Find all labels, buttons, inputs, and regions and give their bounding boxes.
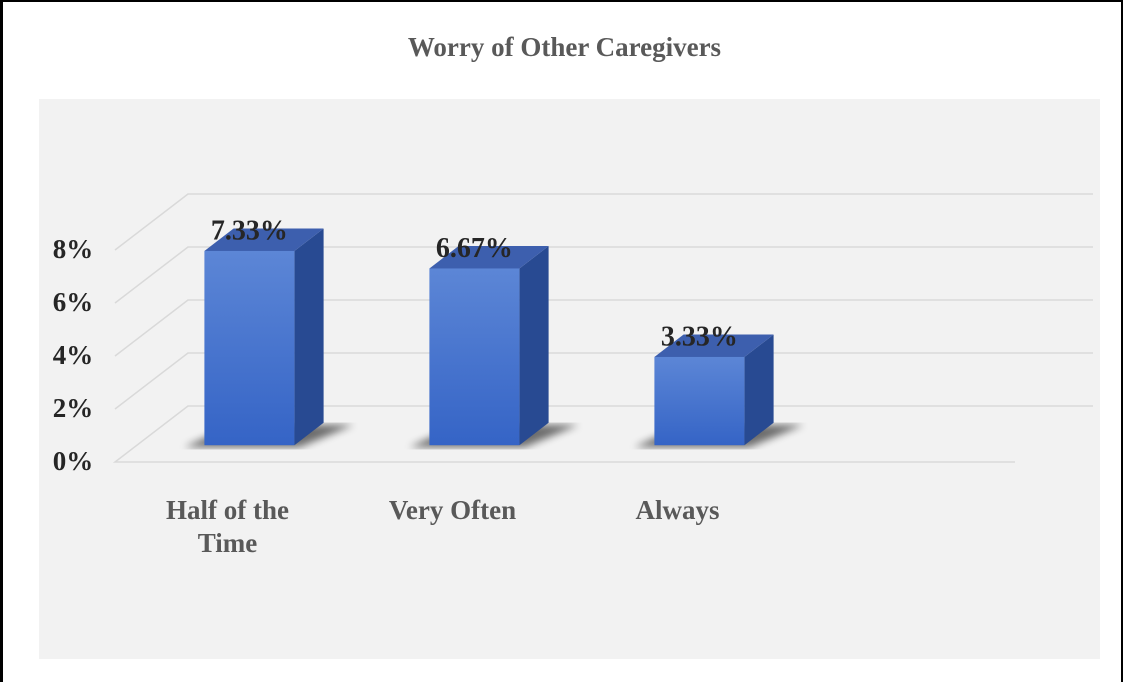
- y-tick-label: 2%: [53, 393, 94, 423]
- grid-line: [114, 246, 1093, 304]
- value-label: 3.33%: [661, 321, 738, 352]
- x-tick-label: Half of the Time: [166, 495, 289, 558]
- x-tick-label: Very Often: [388, 495, 517, 525]
- bar-top: [654, 334, 774, 357]
- y-tick-label: 0%: [53, 446, 94, 476]
- bar-side: [744, 334, 774, 446]
- bar: [654, 356, 745, 446]
- y-tick-label: 4%: [53, 340, 94, 370]
- grid-line: [114, 299, 1093, 357]
- value-label: 6.67%: [436, 233, 513, 264]
- chart-title: Worry of Other Caregivers: [407, 32, 722, 62]
- grid-line: [112, 405, 1093, 463]
- value-label: 7.33%: [211, 215, 288, 246]
- bar: [204, 250, 295, 446]
- bar: [429, 268, 520, 446]
- bar-side: [519, 246, 549, 446]
- x-tick-label: Always: [635, 495, 720, 525]
- y-tick-label: 6%: [53, 287, 94, 317]
- bar-side: [294, 228, 324, 446]
- grid-line: [114, 193, 1093, 251]
- chart: 0% 2% 4% 6% 8% 7.33% 6.67% 3.33%: [53, 193, 1093, 476]
- bar-top: [429, 246, 549, 269]
- y-tick-label: 8%: [53, 234, 94, 264]
- grid-line: [114, 352, 1093, 410]
- bar-top: [204, 228, 324, 251]
